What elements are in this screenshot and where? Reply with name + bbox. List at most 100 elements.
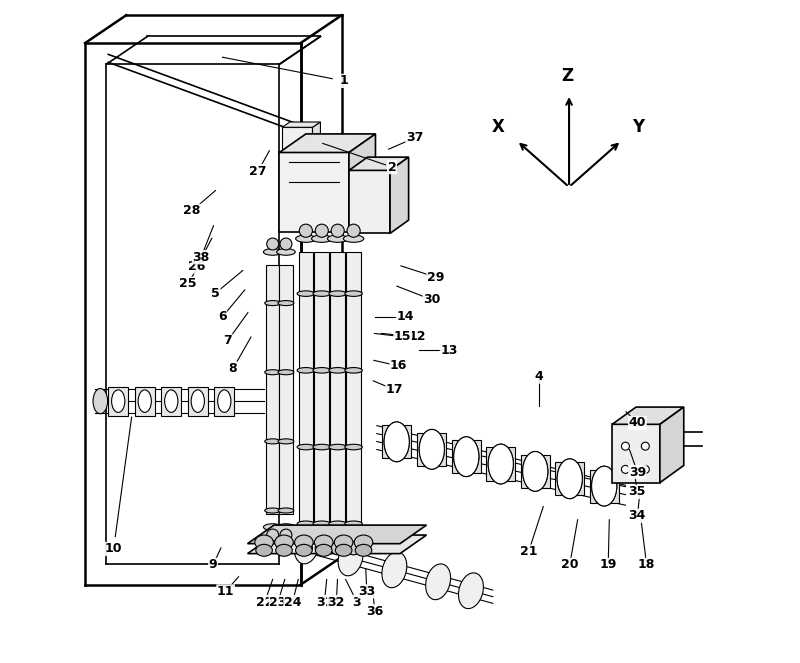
Polygon shape [452,440,481,473]
Polygon shape [612,424,660,483]
Polygon shape [555,462,584,495]
Text: 5: 5 [211,286,220,300]
Ellipse shape [313,521,330,526]
Ellipse shape [354,535,373,550]
Polygon shape [382,425,411,458]
Ellipse shape [345,291,362,296]
Ellipse shape [622,465,630,473]
Text: 32: 32 [328,595,345,609]
Polygon shape [349,170,390,233]
Ellipse shape [329,521,346,526]
Ellipse shape [315,542,328,555]
Ellipse shape [329,291,346,296]
Polygon shape [418,433,446,466]
Polygon shape [486,448,515,481]
Text: 8: 8 [229,362,238,375]
Polygon shape [134,387,154,416]
Text: 26: 26 [189,260,206,273]
Polygon shape [390,157,409,233]
Text: 25: 25 [179,277,197,290]
Ellipse shape [329,367,346,373]
Text: 16: 16 [390,359,407,373]
Ellipse shape [331,542,344,555]
Text: Y: Y [632,118,644,137]
Ellipse shape [419,430,445,469]
Ellipse shape [311,235,332,242]
Ellipse shape [297,291,314,296]
Ellipse shape [343,537,364,544]
Polygon shape [314,252,329,527]
Text: 24: 24 [284,595,302,609]
Text: 21: 21 [520,545,538,558]
Text: 2: 2 [388,160,397,174]
Ellipse shape [266,529,278,541]
Text: 18: 18 [638,558,655,572]
Ellipse shape [278,300,294,306]
Ellipse shape [218,390,231,412]
Text: Z: Z [562,67,574,85]
Ellipse shape [265,439,281,444]
Ellipse shape [384,422,410,461]
Text: 13: 13 [440,343,458,357]
Ellipse shape [294,528,319,564]
Text: 10: 10 [105,542,122,556]
Ellipse shape [165,390,178,412]
Ellipse shape [331,224,344,237]
Ellipse shape [276,544,292,556]
Text: 12: 12 [409,330,426,343]
Ellipse shape [334,535,353,550]
Ellipse shape [313,291,330,296]
Ellipse shape [642,442,650,450]
Ellipse shape [278,439,294,444]
Text: 9: 9 [209,558,218,572]
Ellipse shape [278,370,294,375]
Ellipse shape [347,224,360,237]
Ellipse shape [419,430,445,469]
Ellipse shape [299,542,313,555]
Text: 22: 22 [256,595,274,609]
Ellipse shape [294,535,313,550]
Ellipse shape [296,235,316,242]
Polygon shape [247,535,426,554]
Ellipse shape [263,524,282,530]
Text: 15: 15 [394,330,411,343]
Polygon shape [282,127,313,151]
Ellipse shape [315,224,328,237]
Ellipse shape [297,367,314,373]
Polygon shape [660,407,684,483]
Ellipse shape [277,249,295,255]
Text: 29: 29 [427,271,445,284]
Ellipse shape [265,300,281,306]
Polygon shape [521,455,550,488]
Ellipse shape [297,444,314,450]
Polygon shape [188,387,208,416]
Ellipse shape [93,389,108,414]
Text: 7: 7 [223,334,232,347]
Polygon shape [247,525,426,544]
Polygon shape [349,157,409,170]
Ellipse shape [277,524,295,530]
Ellipse shape [458,573,483,609]
Polygon shape [279,134,375,152]
Text: 19: 19 [599,558,617,572]
Text: 4: 4 [535,370,544,383]
Text: 1: 1 [339,74,348,88]
Text: 30: 30 [423,293,441,306]
Text: 6: 6 [218,310,226,324]
Ellipse shape [642,465,650,473]
Ellipse shape [111,390,125,412]
Ellipse shape [557,459,582,499]
Ellipse shape [345,444,362,450]
Text: 35: 35 [629,485,646,499]
Ellipse shape [347,542,360,555]
Ellipse shape [557,459,582,499]
Polygon shape [349,134,375,232]
Ellipse shape [345,521,362,526]
Ellipse shape [313,367,330,373]
Ellipse shape [299,224,313,237]
Ellipse shape [265,370,281,375]
Text: 40: 40 [629,416,646,430]
Ellipse shape [592,466,617,506]
Ellipse shape [311,537,332,544]
Ellipse shape [345,367,362,373]
